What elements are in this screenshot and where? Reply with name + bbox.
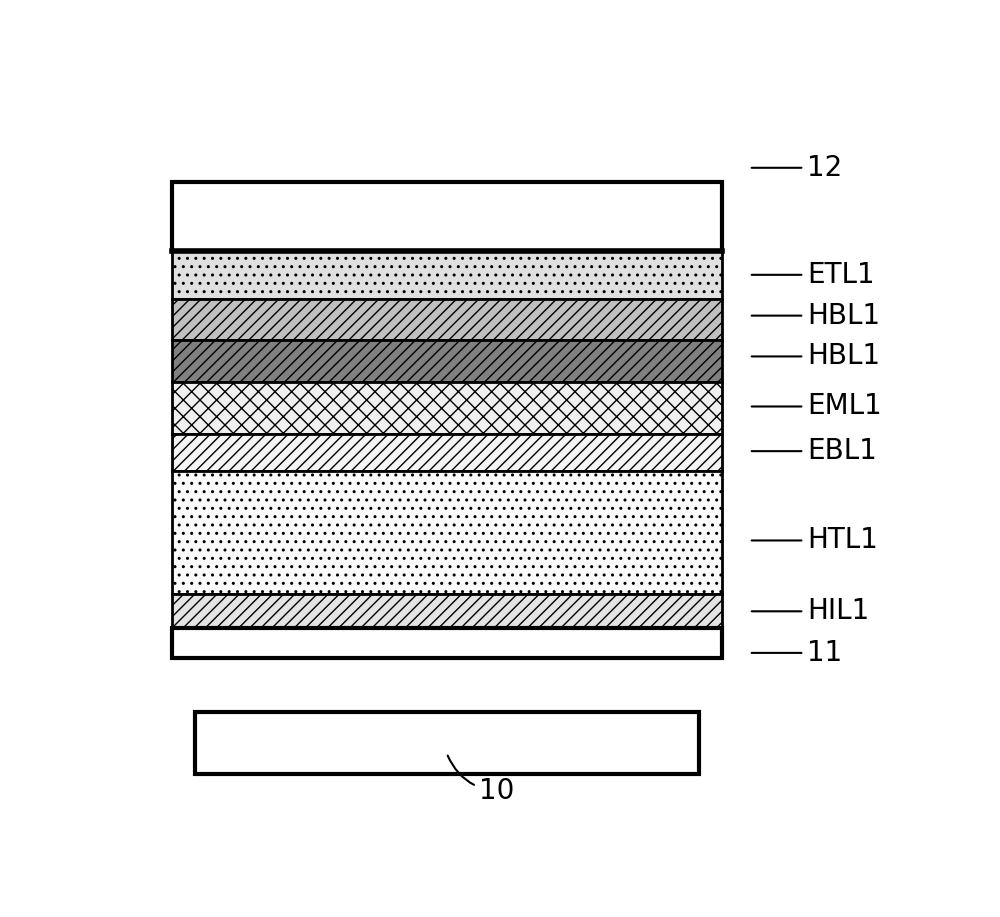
Bar [172,299,722,340]
Bar [172,594,722,628]
Bar [172,471,722,594]
Text: EML1: EML1 [752,392,882,421]
Text: HBL1: HBL1 [752,302,880,329]
Text: EBL1: EBL1 [752,437,877,465]
Bar [172,381,722,435]
Bar [172,340,722,381]
Bar [172,435,722,471]
Text: 11: 11 [752,639,842,667]
Text: HBL1: HBL1 [752,342,880,370]
Text: 12: 12 [752,154,842,182]
Bar [172,182,722,251]
Text: ETL1: ETL1 [752,260,875,289]
Text: HIL1: HIL1 [752,597,869,625]
Text: HTL1: HTL1 [752,526,878,555]
Text: 10: 10 [448,756,515,805]
Bar [172,251,722,299]
Bar [195,713,698,774]
Bar [172,628,722,657]
